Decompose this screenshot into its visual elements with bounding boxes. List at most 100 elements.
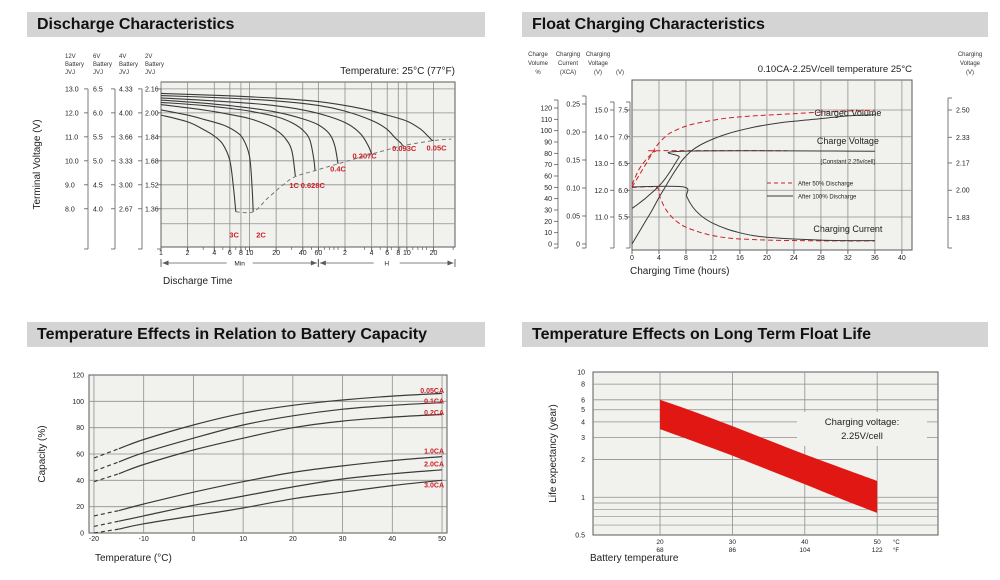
svg-text:0: 0 [191,536,195,543]
svg-text:1.0CA: 1.0CA [424,448,444,455]
left-scale-columns: Charge Volume% 0 10 20 30 40 50 60 70 80 90 100 110 12… [528,52,631,249]
svg-text:20: 20 [430,250,438,257]
condition-note: 0.10CA-2.25V/cell temperature 25°C [758,64,912,75]
svg-text:20: 20 [272,250,280,257]
svg-text:4: 4 [370,250,374,257]
svg-text:1: 1 [581,495,585,502]
svg-text:0.25: 0.25 [566,102,580,109]
svg-text:2.00: 2.00 [145,110,159,117]
svg-text:0: 0 [576,242,580,249]
x-axis: -20 -10 0 10 20 30 40 50 Temperature (°C) [89,536,446,564]
svg-text:0.093C: 0.093C [392,144,417,153]
svg-text:4.5: 4.5 [93,182,103,189]
svg-text:110: 110 [541,117,552,124]
svg-text:(V): (V) [616,70,624,76]
svg-text:6.5: 6.5 [93,86,103,93]
svg-text:After 100% Discharge: After 100% Discharge [798,195,857,201]
svg-text:2.17: 2.17 [956,160,970,167]
svg-text:120: 120 [72,373,84,380]
svg-text:1.36: 1.36 [145,206,159,213]
svg-text:2.50: 2.50 [956,107,970,114]
svg-text:12V: 12V [65,54,76,60]
svg-text:-20: -20 [89,536,99,543]
svg-text:60: 60 [544,174,552,181]
svg-text:50: 50 [438,536,446,543]
svg-text:0.5: 0.5 [575,533,585,540]
svg-text:2.33: 2.33 [956,135,970,142]
svg-text:0.207C: 0.207C [353,152,378,161]
svg-text:7.5: 7.5 [618,108,628,115]
svg-text:1C: 1C [289,181,299,190]
svg-text:JVJ: JVJ [119,70,129,76]
svg-text:3.00: 3.00 [119,182,133,189]
svg-text:90: 90 [544,140,552,147]
svg-text:Capacity (%): Capacity (%) [37,425,48,482]
section-title-float-charging-characteristics: Float Charging Characteristics [522,12,988,37]
svg-text:4: 4 [581,419,585,426]
svg-text:20: 20 [763,255,771,262]
temperature-note: Temperature: 25°C (77°F) [340,66,455,77]
svg-text:2: 2 [343,250,347,257]
svg-text:4: 4 [657,255,661,262]
series [160,92,452,214]
svg-text:9.0: 9.0 [65,182,75,189]
svg-text:Charging voltage:: Charging voltage: [825,417,899,428]
svg-text:(V): (V) [594,70,602,76]
svg-text:0.2CA: 0.2CA [424,410,444,417]
plot-labels: Charged Volume Charge Voltage (Constant 2.… [813,108,883,234]
svg-text:°F: °F [893,548,899,554]
charging-voltage-annotation: Charging voltage: 2.25V/cell [797,412,927,446]
series-labels: 3C 2C 1C 0.628C 0.4C 0.207C 0.093C 0.05C [229,143,447,239]
section-title-discharge-characteristics: Discharge Characteristics [27,12,485,37]
svg-text:0.628C: 0.628C [301,181,326,190]
svg-text:68: 68 [656,547,664,554]
svg-text:5.5: 5.5 [93,134,103,141]
svg-text:30: 30 [544,208,552,215]
svg-text:12: 12 [709,255,717,262]
section-title-temperature-effects-capacity: Temperature Effects in Relation to Batte… [27,322,485,347]
svg-text:Battery temperature: Battery temperature [590,553,679,564]
svg-text:10: 10 [577,370,585,377]
svg-text:(Constant 2.25v/cell): (Constant 2.25v/cell) [820,160,875,166]
svg-text:40: 40 [898,255,906,262]
float-charging-characteristics-chart: ChargeVolume%010203040506070809010011012… [528,52,982,277]
svg-text:15.0: 15.0 [594,108,608,115]
svg-text:24: 24 [790,255,798,262]
svg-text:0.10: 0.10 [566,186,580,193]
svg-text:-10: -10 [139,536,149,543]
svg-text:2.25V/cell: 2.25V/cell [841,431,883,442]
svg-text:0.05: 0.05 [566,214,580,221]
svg-text:1.83: 1.83 [956,215,970,222]
svg-text:11.0: 11.0 [65,134,78,141]
x-axis: 0 4 8 12 16 20 24 28 32 36 40 Charging Time (hours) [630,250,906,277]
svg-text:6.0: 6.0 [618,188,628,195]
svg-text:13.0: 13.0 [594,161,608,168]
svg-text:60: 60 [76,452,84,459]
svg-text:Charged Volume: Charged Volume [814,108,881,118]
svg-text:2.67: 2.67 [119,206,133,213]
svg-text:30: 30 [729,539,737,546]
series-labels: 0.05CA 0.1CA 0.2CA 1.0CA 2.0CA 3.0CA [420,388,444,490]
svg-text:40: 40 [388,536,396,543]
grid [89,375,447,533]
svg-text:(XCA): (XCA) [560,70,576,76]
svg-text:10: 10 [246,250,254,257]
svg-text:1.84: 1.84 [145,134,159,141]
svg-text:Charge: Charge [528,52,548,58]
svg-text:Battery: Battery [93,62,112,68]
svg-text:°C: °C [893,540,900,546]
svg-text:1: 1 [159,250,163,257]
svg-text:100: 100 [72,399,84,406]
svg-text:Charge Voltage: Charge Voltage [817,136,879,146]
series [93,392,443,534]
svg-text:6: 6 [228,250,232,257]
svg-text:120: 120 [540,106,552,113]
svg-text:8: 8 [239,250,243,257]
svg-text:3.33: 3.33 [119,158,133,165]
life-expectancy-band [660,399,878,513]
plot-area [160,81,456,248]
svg-text:2.16: 2.16 [145,86,159,93]
svg-text:4: 4 [212,250,216,257]
svg-text:50: 50 [544,185,552,192]
svg-text:60: 60 [314,250,322,257]
